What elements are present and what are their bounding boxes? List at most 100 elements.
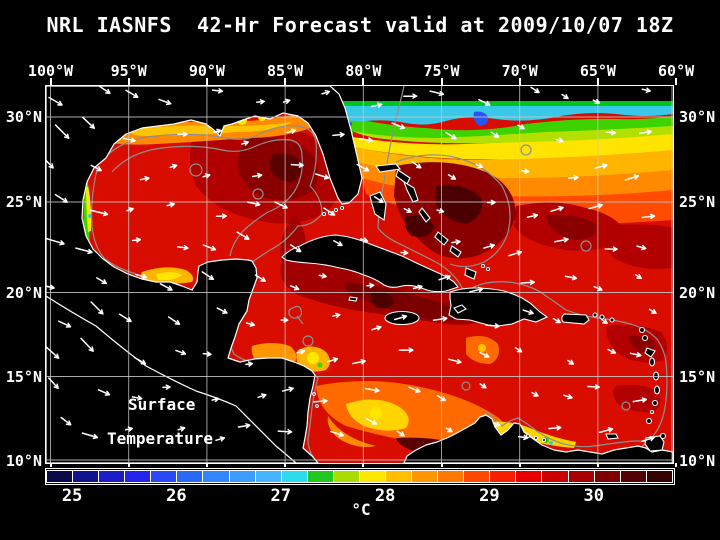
- island-cuba: [281, 234, 459, 293]
- gridlines: [46, 86, 673, 463]
- wind-arrow: [366, 282, 375, 289]
- land-south-america: [403, 414, 673, 463]
- map-frame: Surface Temperature: [45, 85, 674, 464]
- wind-arrow: [445, 427, 453, 433]
- wind-arrow: [438, 274, 451, 281]
- colorbar-cell: [46, 470, 74, 483]
- wind-arrow: [552, 317, 561, 324]
- colorbar-tick-label: 26: [166, 486, 187, 506]
- pacific-coastline: [46, 295, 297, 463]
- lon-label: 70°W: [501, 62, 538, 80]
- lat-label-left: 10°N: [5, 451, 42, 470]
- lon-tickmark-bottom: [675, 463, 678, 467]
- colorbar-cell: [358, 470, 387, 483]
- wind-arrow: [46, 344, 60, 359]
- colorbar-cell: [332, 470, 360, 483]
- wind-arrow: [125, 89, 139, 98]
- lon-tickmark-bottom: [518, 463, 521, 467]
- wind-arrow: [75, 247, 93, 255]
- wind-arrow: [202, 244, 217, 251]
- wind-arrow: [280, 317, 289, 323]
- wind-arrow: [478, 98, 491, 106]
- wind-arrow: [638, 129, 652, 135]
- colorbar-cell: [306, 470, 334, 483]
- colorbar-cell: [437, 470, 465, 483]
- colorbar-cell: [463, 470, 491, 483]
- wind-arrow: [432, 316, 448, 322]
- wind-arrow: [436, 208, 445, 214]
- wind-arrow: [215, 436, 226, 442]
- colorbar-tick-label: 29: [479, 486, 500, 506]
- wind-arrow: [202, 173, 211, 179]
- wind-arrow: [46, 158, 54, 169]
- wind-arrow: [632, 397, 648, 403]
- lon-tickmark-bottom: [440, 463, 443, 467]
- wind-arrow: [315, 173, 330, 180]
- wind-arrow: [398, 347, 414, 353]
- wind-arrow: [290, 162, 304, 168]
- lon-tickmark: [440, 78, 443, 85]
- wind-arrow: [251, 172, 263, 179]
- wind-arrow: [360, 237, 369, 243]
- wind-arrow: [175, 349, 187, 356]
- wind-arrow: [587, 384, 600, 390]
- wind-arrow: [159, 283, 173, 291]
- wind-arrow: [403, 93, 418, 99]
- lon-tickmark-bottom: [205, 463, 208, 467]
- wind-vectors: [46, 86, 657, 443]
- wind-arrow: [555, 137, 564, 143]
- wind-arrow: [604, 246, 618, 252]
- lon-label: 65°W: [579, 62, 616, 80]
- wind-arrow: [451, 239, 461, 245]
- colorbar-cell: [385, 470, 413, 483]
- wind-arrow: [256, 99, 265, 105]
- wind-arrow: [131, 237, 142, 243]
- lat-label-right: 25°N: [679, 193, 716, 211]
- island-puerto-rico: [561, 313, 590, 325]
- colorbar-cell: [280, 470, 308, 483]
- wind-arrow: [213, 128, 222, 135]
- wind-arrow: [176, 244, 189, 251]
- lat-label-left: 30°N: [5, 108, 42, 126]
- wind-arrow: [648, 308, 657, 314]
- wind-arrow: [412, 284, 423, 290]
- wind-arrow: [97, 389, 111, 396]
- wind-arrow: [211, 396, 220, 403]
- wind-arrow: [282, 98, 291, 104]
- lon-tickmark: [205, 78, 208, 85]
- wind-arrow: [126, 207, 134, 213]
- lon-tickmark: [675, 78, 678, 85]
- wind-arrow: [485, 323, 500, 329]
- wind-arrow: [330, 430, 345, 438]
- colorbar-cell: [176, 470, 204, 483]
- wind-arrow: [290, 244, 302, 253]
- wind-arrow: [636, 244, 647, 251]
- wind-arrow: [201, 271, 215, 281]
- lat-label-right: 10°N: [679, 451, 716, 470]
- wind-arrow: [237, 423, 251, 429]
- wind-arrow: [475, 163, 484, 169]
- wind-arrow: [358, 137, 374, 143]
- lon-tickmark-bottom: [362, 463, 365, 467]
- wind-arrow: [561, 93, 569, 100]
- wind-arrow: [641, 87, 651, 93]
- wind-arrow: [563, 394, 573, 400]
- wind-arrow: [254, 274, 266, 282]
- lon-tickmark-bottom: [127, 463, 130, 467]
- colorbar-cell: [124, 470, 152, 483]
- wind-arrow: [371, 325, 382, 331]
- wind-arrow: [365, 417, 378, 425]
- wind-arrow: [162, 384, 171, 390]
- wind-arrow: [624, 174, 640, 181]
- wind-arrow: [286, 128, 297, 134]
- lon-label: 80°W: [345, 62, 382, 80]
- wind-arrow: [641, 435, 655, 443]
- wind-arrow: [391, 122, 406, 130]
- wind-arrow: [124, 426, 134, 432]
- wind-arrow: [96, 277, 108, 285]
- map-label-line2: Temperature: [107, 429, 213, 448]
- wind-arrow: [135, 273, 148, 280]
- lon-tickmark: [127, 78, 130, 85]
- wind-arrow: [411, 160, 422, 169]
